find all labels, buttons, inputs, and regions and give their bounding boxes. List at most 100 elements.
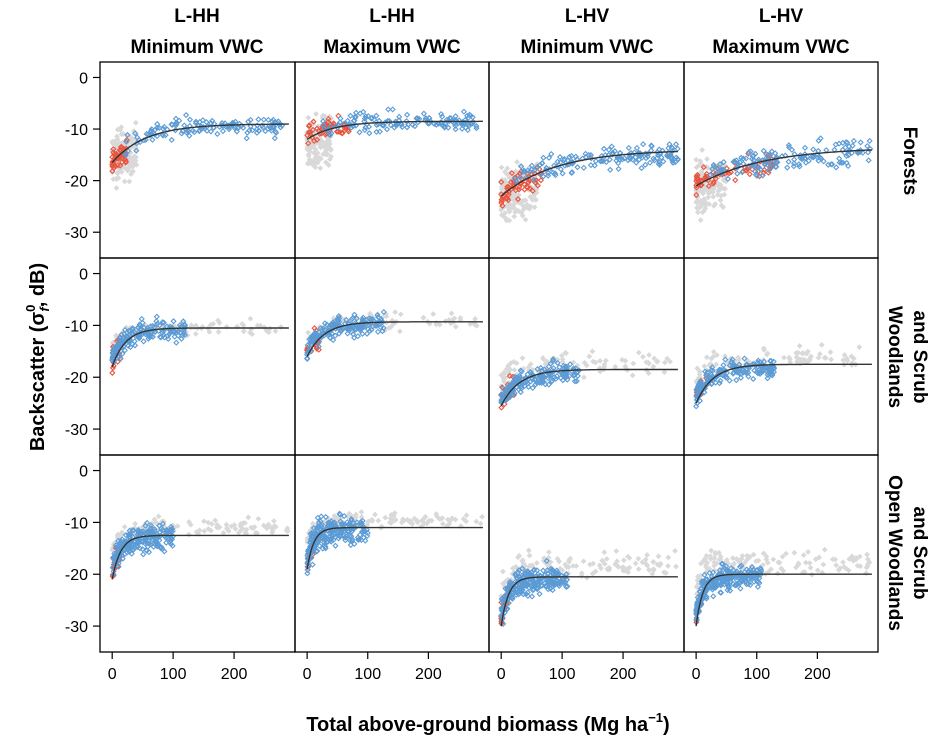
data-point-blue bbox=[566, 153, 573, 161]
data-point-blue bbox=[364, 532, 371, 539]
fitted-curve bbox=[695, 573, 872, 627]
data-point-blue bbox=[587, 162, 594, 169]
data-point-grey bbox=[500, 568, 506, 575]
data-point-blue bbox=[117, 355, 124, 362]
data-point-grey bbox=[430, 311, 437, 317]
data-point-blue bbox=[833, 164, 840, 171]
column-header-1-line1: L-HH bbox=[174, 6, 219, 27]
data-point-grey bbox=[650, 363, 657, 370]
data-point-grey bbox=[814, 567, 821, 574]
data-point-grey bbox=[519, 212, 526, 219]
data-point-blue bbox=[344, 528, 351, 535]
data-point-blue bbox=[113, 355, 120, 362]
data-point-grey bbox=[817, 351, 823, 357]
data-point-blue bbox=[743, 566, 750, 573]
data-point-blue bbox=[161, 123, 168, 130]
data-point-grey bbox=[829, 556, 836, 563]
data-point-blue bbox=[648, 143, 655, 150]
data-point-grey bbox=[866, 559, 873, 566]
data-point-grey bbox=[578, 570, 585, 577]
data-point-grey bbox=[713, 361, 720, 368]
data-point-blue bbox=[504, 605, 511, 612]
data-point-blue bbox=[304, 342, 311, 349]
fitted-curve bbox=[500, 150, 678, 197]
data-point-grey bbox=[331, 512, 338, 519]
data-point-grey bbox=[836, 567, 842, 573]
data-point-grey bbox=[597, 368, 603, 375]
data-point-grey bbox=[313, 111, 319, 117]
data-point-red bbox=[333, 128, 341, 135]
data-point-grey bbox=[473, 322, 480, 329]
data-point-blue bbox=[739, 169, 746, 176]
data-point-blue bbox=[304, 570, 311, 577]
data-point-grey bbox=[224, 526, 231, 533]
data-point-grey bbox=[651, 355, 658, 362]
data-point-blue bbox=[788, 146, 796, 153]
data-point-blue bbox=[329, 529, 336, 536]
panel-content bbox=[304, 106, 483, 171]
data-point-grey bbox=[545, 549, 552, 556]
data-point-blue bbox=[271, 135, 278, 142]
data-point-grey bbox=[249, 331, 256, 338]
data-point-blue bbox=[570, 366, 578, 373]
data-point-blue bbox=[328, 518, 335, 525]
data-point-blue bbox=[611, 148, 618, 155]
data-point-blue bbox=[850, 137, 857, 145]
data-point-blue bbox=[443, 116, 450, 123]
data-point-blue bbox=[318, 513, 325, 520]
data-point-blue bbox=[115, 353, 123, 361]
data-point-grey bbox=[207, 322, 214, 328]
data-point-grey bbox=[400, 517, 407, 524]
data-point-grey bbox=[704, 156, 710, 162]
data-point-blue bbox=[135, 539, 143, 546]
data-point-grey bbox=[511, 213, 518, 220]
data-point-blue bbox=[336, 527, 344, 534]
data-point-red bbox=[110, 145, 117, 153]
data-point-grey bbox=[702, 198, 709, 205]
data-point-grey bbox=[311, 150, 317, 156]
data-point-blue bbox=[131, 538, 138, 545]
data-point-grey bbox=[305, 114, 312, 121]
data-point-blue bbox=[404, 124, 411, 131]
data-point-grey bbox=[499, 372, 505, 379]
data-point-blue bbox=[773, 163, 780, 170]
data-point-blue bbox=[720, 567, 727, 574]
data-point-blue bbox=[625, 144, 632, 151]
data-point-blue bbox=[524, 592, 531, 599]
data-point-grey bbox=[375, 517, 382, 524]
data-point-blue bbox=[383, 126, 391, 133]
data-point-blue bbox=[533, 567, 541, 574]
data-point-blue bbox=[817, 155, 824, 162]
panel-r1-c4 bbox=[693, 135, 874, 224]
data-point-blue bbox=[753, 172, 761, 180]
data-point-grey bbox=[504, 216, 510, 223]
data-point-red bbox=[111, 163, 119, 170]
data-point-blue bbox=[719, 576, 726, 583]
panel-frame-r3-c2 bbox=[294, 454, 490, 653]
data-point-blue bbox=[473, 123, 480, 130]
data-point-blue bbox=[720, 362, 727, 369]
data-point-red bbox=[117, 147, 124, 154]
data-point-grey bbox=[500, 212, 506, 219]
data-point-grey bbox=[590, 560, 596, 567]
data-point-blue bbox=[753, 164, 760, 172]
row-header-open-woodlands-line2: and Scrub bbox=[909, 507, 930, 600]
data-point-grey bbox=[589, 570, 596, 577]
data-point-blue bbox=[384, 117, 391, 125]
data-point-grey bbox=[129, 168, 136, 174]
data-point-blue bbox=[736, 563, 744, 570]
data-point-blue bbox=[522, 174, 529, 181]
data-point-blue bbox=[801, 144, 809, 151]
y-axis-title-main: Backscatter (σ bbox=[27, 312, 49, 452]
data-point-blue bbox=[549, 587, 556, 594]
data-point-grey bbox=[223, 521, 230, 528]
data-point-blue bbox=[582, 150, 589, 157]
data-point-blue bbox=[203, 119, 210, 126]
data-point-blue bbox=[765, 167, 773, 174]
data-point-grey bbox=[667, 358, 674, 365]
data-point-blue bbox=[588, 155, 595, 162]
data-point-blue bbox=[363, 330, 371, 337]
data-point-blue bbox=[348, 517, 355, 524]
data-point-grey bbox=[201, 528, 208, 535]
data-point-blue bbox=[656, 151, 663, 158]
